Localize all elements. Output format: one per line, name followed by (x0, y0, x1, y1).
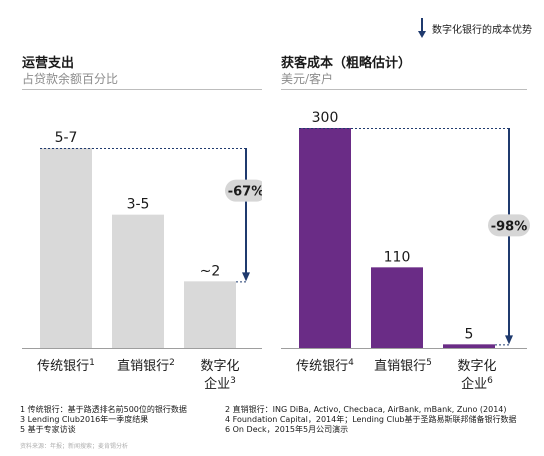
chart-legend: 数字化银行的成本优势 (418, 18, 532, 38)
footnote: 3 Lending Club2016年一季度结果 (20, 415, 149, 424)
footnote: 2 直销银行：ING DiBa, Activo, Checbaca, AirBa… (225, 405, 507, 414)
reduction-arrowhead (242, 272, 250, 282)
footnote-row: 5 基于专家访谈 6 On Deck，2015年5月公司演示 (20, 425, 530, 435)
change-bubble (225, 179, 262, 202)
category-label: 数字化 (200, 359, 239, 374)
change-bubble (488, 214, 530, 237)
change-label: -98% (491, 219, 528, 234)
footnote: 6 On Deck，2015年5月公司演示 (225, 425, 349, 434)
legend-arrow-icon (418, 18, 426, 38)
chart-title: 运营支出 (22, 56, 75, 71)
bar (371, 267, 423, 348)
category-label: 传统银行1 (37, 358, 95, 374)
value-label: 3-5 (127, 197, 150, 213)
footnote-row: 3 Lending Club2016年一季度结果 4 Foundation Ca… (20, 415, 530, 425)
value-label: ~2 (200, 263, 221, 279)
footnote: 4 Foundation Capital，2014年；Lending Club基… (225, 415, 517, 424)
chart-subtitle: 美元/客户 (281, 72, 527, 90)
value-label: 5-7 (55, 130, 78, 146)
change-label: -67% (228, 185, 262, 200)
bar (443, 344, 495, 348)
legend-label: 数字化银行的成本优势 (432, 24, 532, 36)
chart-subtitle: 占贷款余额百分比 (22, 72, 262, 90)
footnote-row: 1 传统银行：基于路透排名前500位的银行数据 2 直销银行：ING DiBa,… (20, 405, 530, 415)
footnotes: 1 传统银行：基于路透排名前500位的银行数据 2 直销银行：ING DiBa,… (20, 405, 530, 435)
category-label-line2: 企业3 (204, 376, 236, 392)
source-note: 资料来源：年报；新闻搜索；麦肯锡分析 (20, 443, 129, 450)
opex-chart-header: 运营支出 占贷款余额百分比 (22, 56, 262, 90)
value-label: 300 (312, 110, 339, 126)
category-label: 数字化 (457, 359, 496, 374)
value-label: 110 (384, 249, 411, 265)
footnote: 5 基于专家访谈 (20, 425, 76, 434)
bar (112, 214, 164, 348)
bar (299, 128, 351, 348)
category-label: 直销银行2 (117, 358, 175, 374)
footnote: 1 传统银行：基于路透排名前500位的银行数据 (20, 405, 187, 414)
category-label: 传统银行4 (296, 358, 354, 374)
category-label: 直销银行5 (374, 358, 432, 374)
value-label: 5 (465, 326, 474, 342)
category-label-line2: 企业6 (461, 376, 493, 392)
bar (184, 281, 236, 348)
cac-chart-header: 获客成本（粗略估计） 美元/客户 (281, 56, 527, 90)
bar (40, 148, 92, 348)
chart-title: 获客成本（粗略估计） (281, 56, 412, 71)
reduction-arrowhead (505, 335, 513, 345)
